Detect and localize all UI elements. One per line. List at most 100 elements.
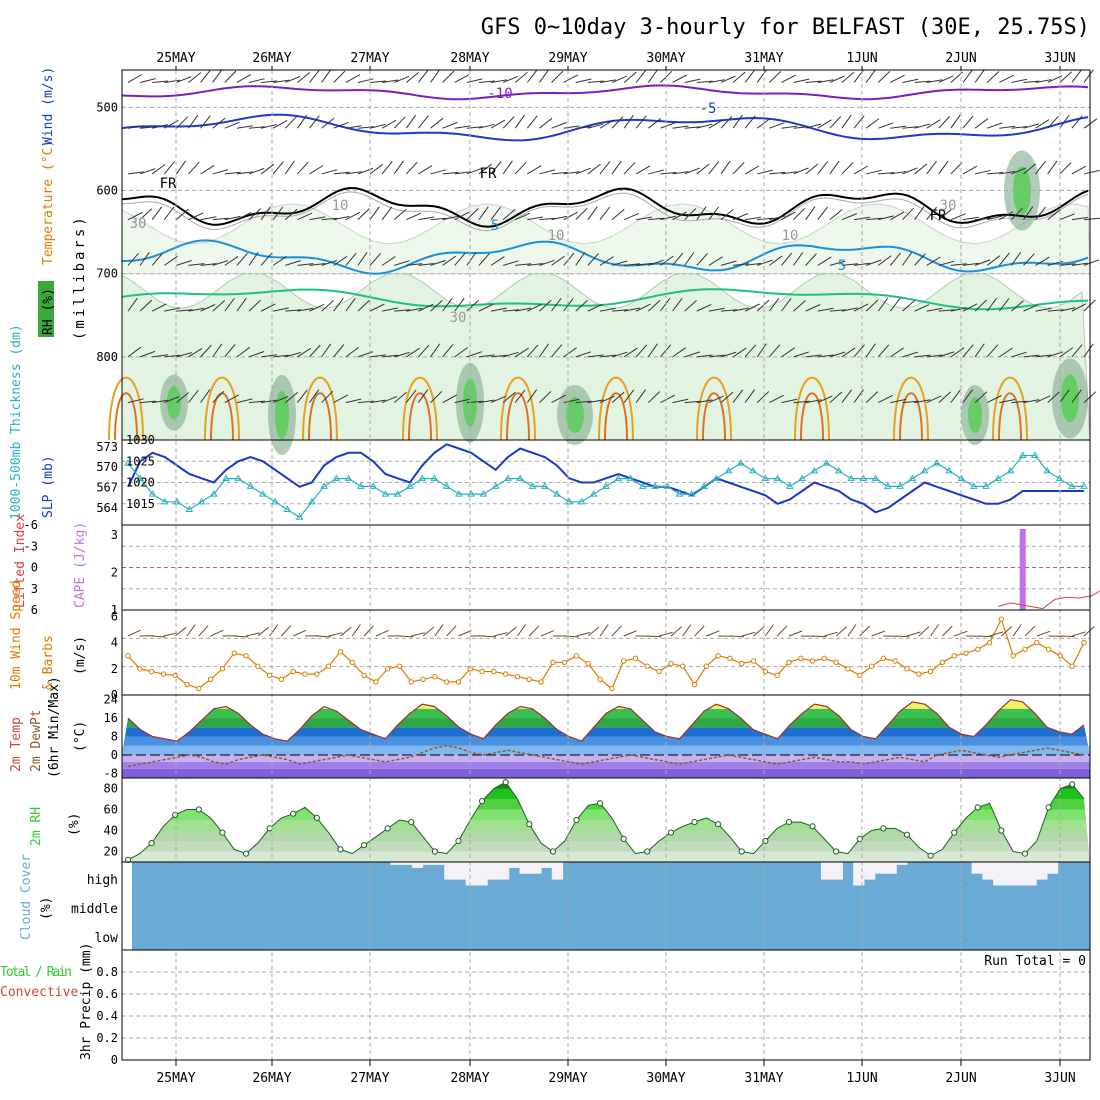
contour-fr-shadow: [121, 191, 1089, 232]
wind-barb: [176, 309, 193, 312]
lifted-index-label: Lifted Index: [13, 514, 28, 608]
wind-barb: [865, 118, 880, 129]
warm-contour: [992, 376, 1028, 441]
wind-barb: [369, 206, 380, 220]
wind-barb: [139, 350, 156, 358]
date-label-top: 3JUN: [1044, 51, 1075, 66]
wind10-point: [727, 655, 733, 662]
wind-barb: [890, 125, 907, 129]
wind-barb: [575, 351, 592, 358]
rh2m-point: [667, 829, 675, 836]
wind-barb: [551, 122, 567, 129]
wind-barb: [938, 209, 952, 221]
wind-barb: [152, 80, 169, 83]
wind-barb: [405, 114, 417, 129]
thickness-point: [320, 482, 328, 489]
wind-barb: [744, 115, 756, 129]
wind-barb: [551, 255, 565, 266]
wind-barb: [139, 252, 150, 266]
wind-barb: [466, 351, 483, 358]
upper-axis-labels: RH (%) Temperature (°C) Wind (m/s) (mill…: [38, 67, 88, 340]
wind-barb: [636, 216, 653, 221]
wind-barb: [599, 206, 611, 220]
wind-barb: [490, 395, 506, 404]
y-tick-rh2m: 40: [104, 824, 118, 838]
wind-barb: [611, 75, 627, 83]
wind-barb: [188, 389, 199, 403]
wind-barb: [212, 69, 223, 83]
wind-barb: [490, 161, 502, 175]
wind-barb: [611, 160, 622, 175]
wind-barb: [805, 354, 822, 358]
wind-barb: [914, 304, 930, 312]
wind-barb: [1047, 75, 1063, 83]
wind-barb: [309, 344, 321, 358]
wind-barb: [430, 390, 443, 403]
thickness-point: [847, 474, 856, 482]
thickness-point: [540, 482, 549, 489]
wind10-barb: [670, 626, 682, 637]
wind-barb: [1035, 354, 1052, 358]
wind10-point: [963, 650, 969, 656]
rh2m-point: [974, 804, 981, 811]
wind-barb: [478, 354, 495, 358]
wind-barb: [635, 165, 651, 175]
thickness-point: [1067, 482, 1076, 489]
wind-barb: [757, 259, 773, 266]
wind-barb: [188, 212, 204, 221]
wind10-point: [939, 659, 946, 666]
wind-barb: [732, 71, 746, 83]
wind10-point: [609, 685, 615, 692]
wind10-barb: [540, 630, 555, 637]
wind-barb: [950, 347, 965, 358]
wind-barb: [853, 389, 864, 403]
wind-barb: [151, 252, 163, 266]
wind10-barb: [505, 626, 517, 637]
wind-barb: [660, 255, 674, 266]
wind10-point: [172, 672, 178, 679]
wind-barb: [999, 347, 1013, 358]
thickness-point: [124, 459, 132, 466]
wind10-barb: [316, 635, 331, 638]
wind-barb: [708, 206, 720, 220]
wind10-barb: [293, 629, 307, 637]
wind-barb: [720, 391, 734, 403]
temp2m-axis-labels: 2m Temp 2m DewPt (6hr Min/Max) (°C): [9, 676, 88, 778]
wind-barb: [176, 116, 189, 129]
wind10-barb: [458, 630, 472, 637]
wind-barb: [974, 343, 985, 358]
thickness-point: [908, 474, 917, 482]
wind-barb: [660, 171, 677, 175]
contour-label: -10: [487, 86, 512, 102]
thickness-point: [1055, 474, 1064, 482]
thickness-point: [344, 474, 353, 482]
wind10-point: [916, 671, 922, 677]
wind-barb: [914, 123, 931, 129]
wind10-point: [455, 679, 462, 685]
wind10-point: [927, 668, 934, 675]
wind-barb: [563, 171, 580, 175]
wind10-point: [1069, 663, 1075, 669]
wind10-barb: [741, 631, 756, 637]
rh2m-line: [127, 781, 1085, 861]
rh-band: [122, 830, 1090, 841]
thickness-point: [810, 466, 819, 474]
warm-contour: [702, 392, 726, 441]
wind10-point: [290, 668, 296, 675]
cape-bar: [1019, 529, 1026, 610]
rh2m-point: [596, 800, 604, 807]
wind-barb: [866, 259, 882, 266]
wind-barb: [139, 299, 153, 312]
wind10-point: [550, 659, 556, 666]
wind-barb: [176, 392, 190, 403]
wind10-barb: [446, 625, 457, 637]
wind-barb: [527, 165, 542, 175]
wind-barb: [442, 255, 456, 266]
wind10-point: [845, 666, 851, 672]
wind-barb: [272, 206, 284, 220]
wind-barb: [744, 389, 756, 403]
contour-label: 10: [548, 228, 565, 244]
wind-barb: [599, 307, 616, 312]
wind-barb: [454, 171, 471, 175]
